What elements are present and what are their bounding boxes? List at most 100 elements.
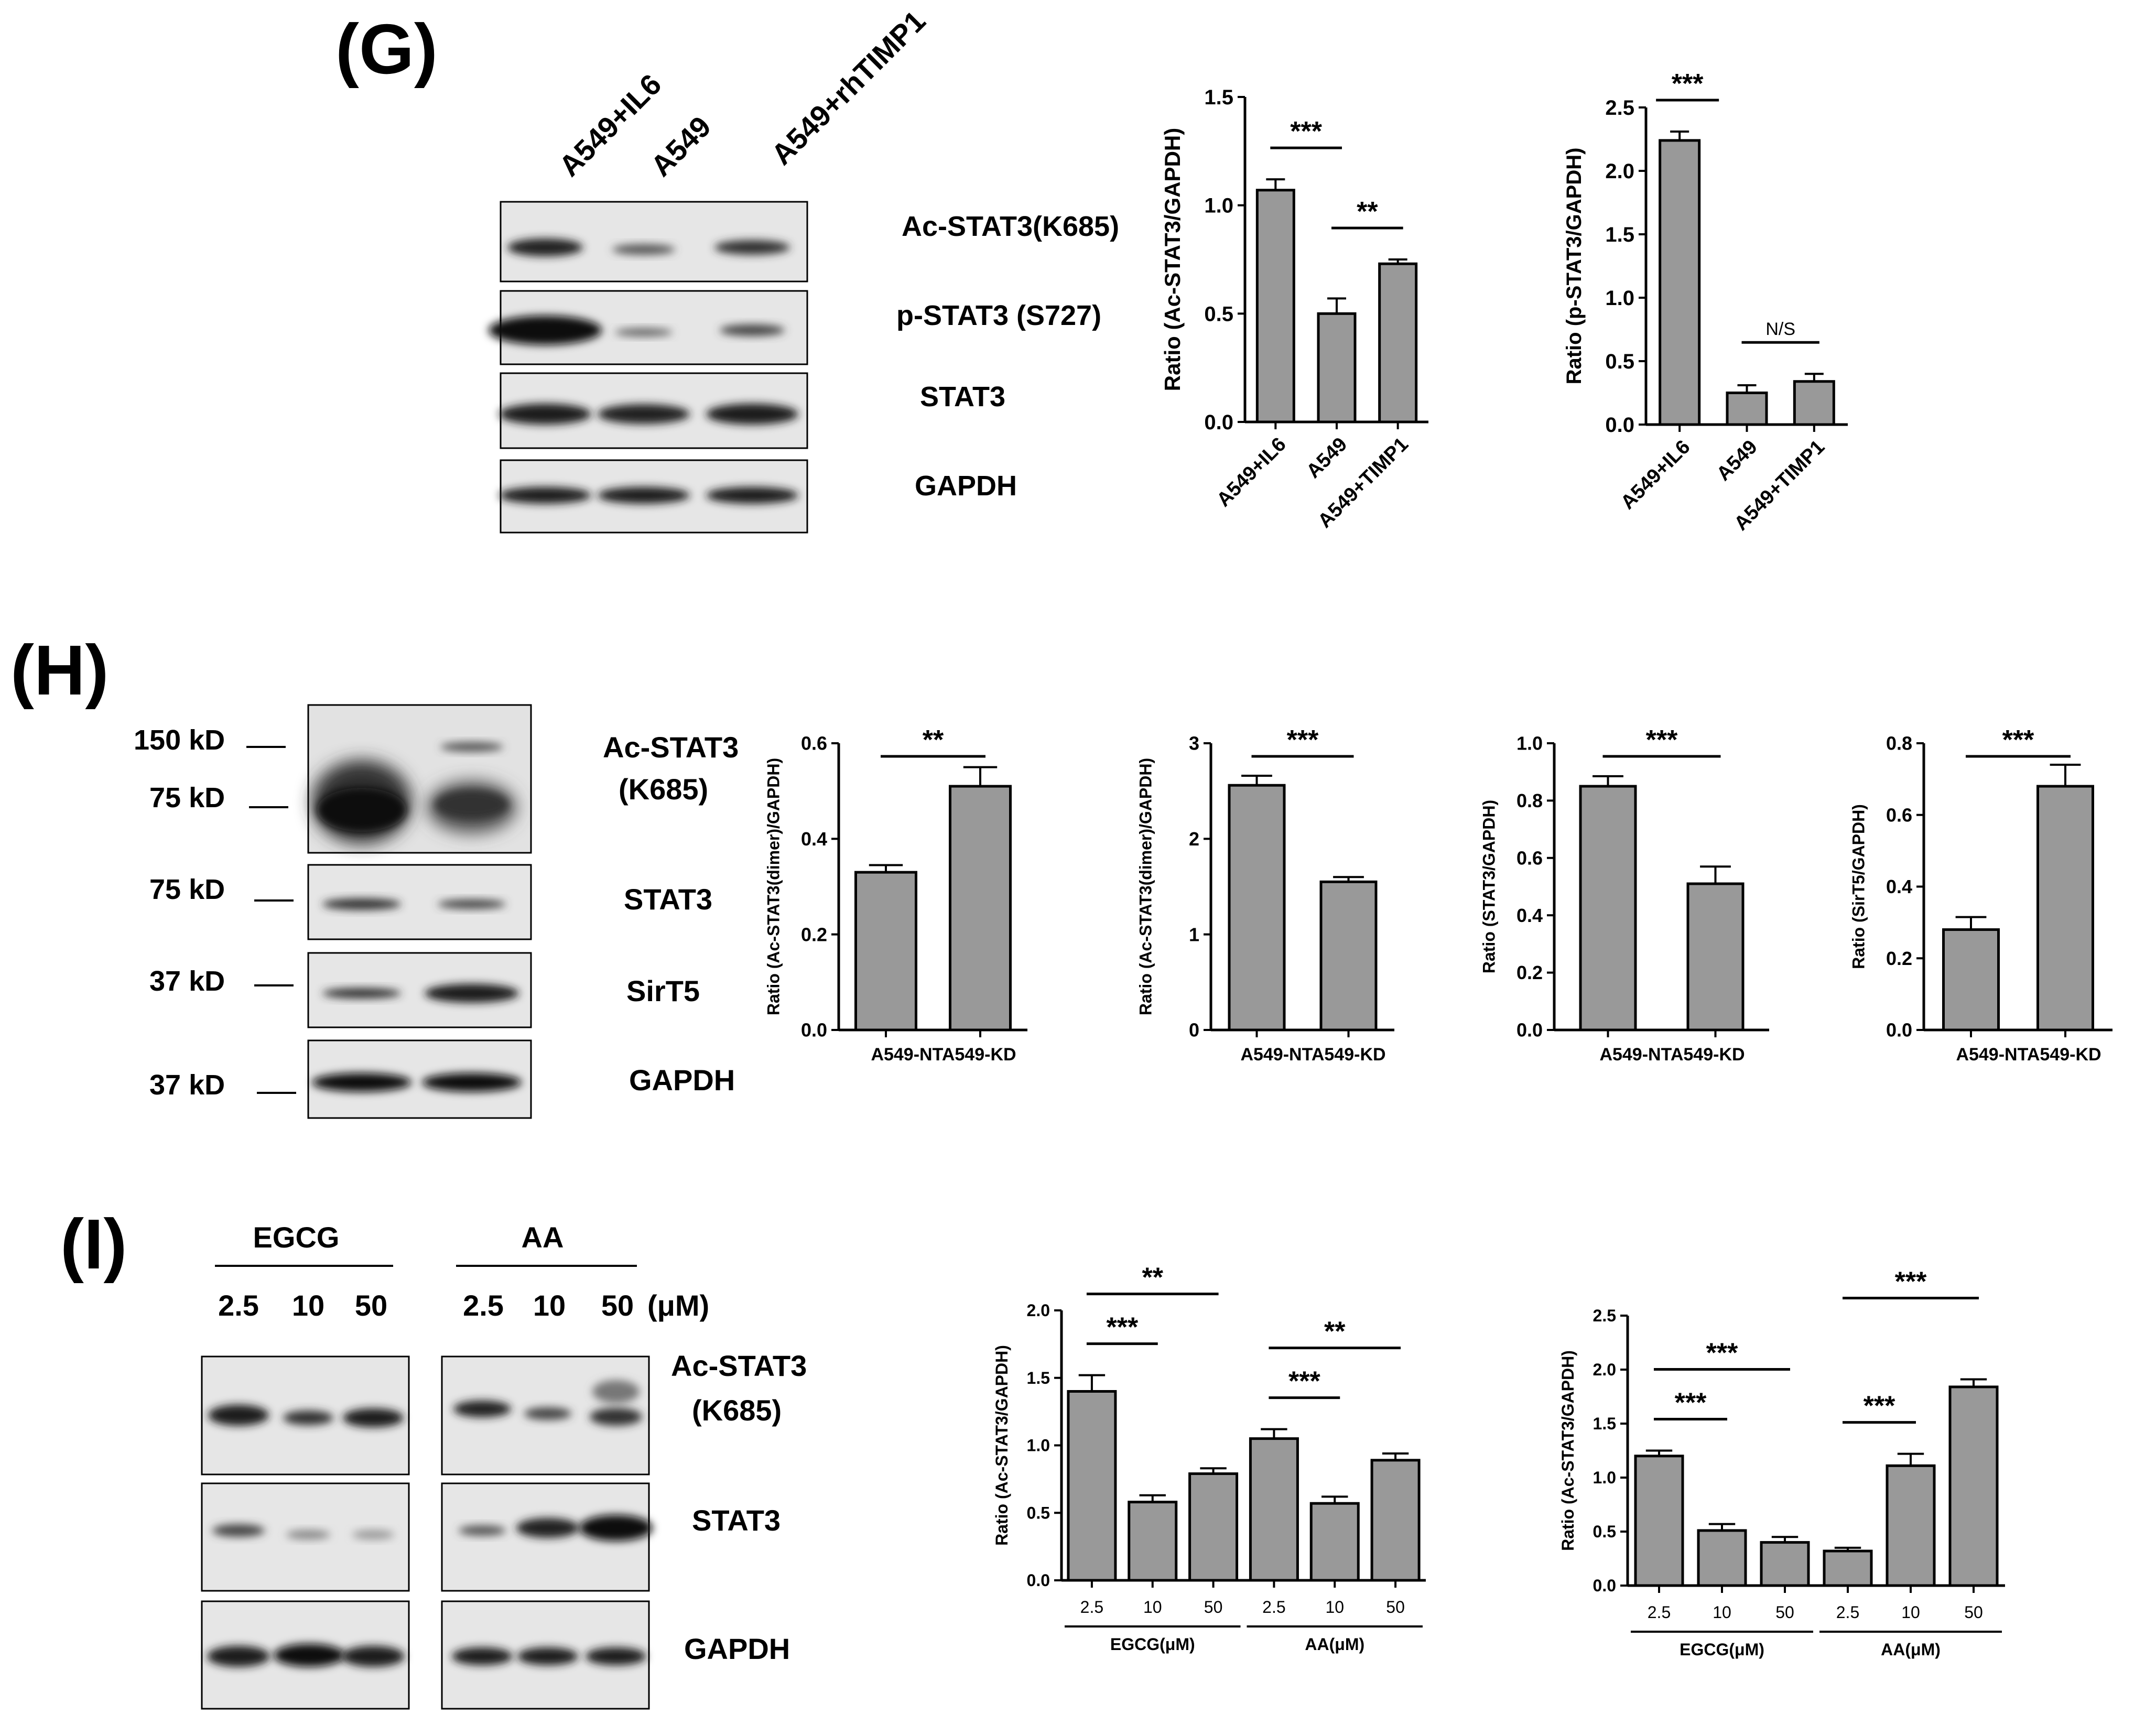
- blot-band: [612, 244, 675, 255]
- band-label: Ac-STAT3(K685): [902, 211, 1119, 242]
- y-tick-label: 2.0: [1605, 160, 1634, 183]
- bar: [1370, 1459, 1421, 1582]
- blot-band: [274, 1644, 345, 1667]
- y-tick-label: 0.4: [1516, 905, 1543, 926]
- marker-label: 75 kD: [149, 874, 225, 905]
- y-tick-label: 0.0: [1204, 411, 1233, 434]
- bar: [1886, 1464, 1936, 1587]
- bar-chart-h1: 0.0 0.2 0.4 0.6 Ratio (Ac-STAT3(dimer)/GAPDH…: [764, 725, 1027, 1065]
- y-tick-label: 0.5: [1593, 1522, 1616, 1541]
- bar: [1317, 312, 1357, 424]
- band-label: Ac-STAT3: [603, 731, 739, 764]
- x-tick-label: 2.5: [1648, 1603, 1671, 1622]
- dose-label: 2.5: [218, 1289, 259, 1322]
- blot-band: [312, 1073, 411, 1092]
- y-tick-label: 2.5: [1593, 1306, 1616, 1325]
- y-tick-label: 0.8: [1886, 733, 1912, 754]
- y-tick-label: 0.2: [1886, 948, 1912, 969]
- marker-label: 75 kD: [149, 782, 225, 813]
- y-tick-label: 0.0: [801, 1019, 827, 1041]
- bar-chart-h3: 0.0 0.2 0.4 0.6 0.8 1.0 Ratio (STAT3/GAPDH) A54…: [1479, 725, 1769, 1065]
- significance-label: ***: [1864, 1391, 1895, 1422]
- bar: [1697, 1529, 1747, 1587]
- blot-band: [459, 1525, 506, 1536]
- bar: [1760, 1541, 1810, 1587]
- significance-label: ***: [1646, 725, 1678, 755]
- dose-label: 10: [292, 1289, 324, 1322]
- y-tick-label: 0.8: [1516, 790, 1543, 811]
- significance-label: **: [1142, 1263, 1164, 1293]
- y-tick-label: 1.5: [1593, 1414, 1616, 1433]
- y-tick-label: 0.0: [1516, 1019, 1543, 1041]
- bar: [1634, 1455, 1684, 1587]
- bar-chart-i2: 0.0 0.5 1.0 1.5 2.0 2.5 Ratio (Ac-STAT3/GAPDH)…: [1558, 1267, 2005, 1659]
- x-tick-label: 50: [1204, 1598, 1223, 1616]
- x-tick-label: A549: [1713, 436, 1762, 485]
- x-tick-label: 50: [1775, 1603, 1794, 1622]
- y-tick-label: 0.0: [1605, 414, 1634, 437]
- y-tick-label: 2: [1189, 828, 1199, 850]
- blot-band: [212, 1524, 265, 1537]
- blot-band: [516, 1518, 579, 1538]
- y-tick-label: 0.5: [1027, 1503, 1050, 1522]
- band-label: p-STAT3 (S727): [896, 300, 1101, 331]
- panel-label-i: (I): [60, 1205, 127, 1284]
- dose-unit: (μM): [647, 1289, 709, 1322]
- blot-band: [317, 788, 406, 832]
- y-tick-label: 1.0: [1027, 1436, 1050, 1455]
- panel-label-h: (H): [10, 631, 109, 710]
- dose-label: 50: [355, 1289, 387, 1322]
- band-label: STAT3: [920, 381, 1005, 413]
- bar: [2036, 785, 2094, 1032]
- x-tick-label: A549-NTA549-KD: [1956, 1045, 2101, 1065]
- dose-label: 50: [601, 1289, 634, 1322]
- dose-label: 2.5: [463, 1289, 504, 1322]
- x-tick-label: 10: [1325, 1598, 1344, 1616]
- y-tick-label: 1.5: [1027, 1369, 1050, 1387]
- y-tick-label: 2.0: [1593, 1360, 1616, 1379]
- x-tick-label: A549+IL6: [1617, 436, 1694, 514]
- band-label: (K685): [619, 773, 708, 806]
- blot-band: [286, 1530, 330, 1539]
- bar: [1659, 139, 1701, 426]
- blot-band: [706, 404, 798, 425]
- y-tick-label: 1.0: [1516, 733, 1543, 754]
- y-axis-label: Ratio (Ac-STAT3(dimer)/GAPDH): [764, 758, 783, 1015]
- x-tick-label: A549: [1302, 433, 1351, 483]
- y-axis-label: Ratio (Ac-STAT3(dimer)/GAPDH): [1136, 758, 1155, 1015]
- x-tick-label: 50: [1386, 1598, 1405, 1616]
- significance-label: ***: [1288, 1366, 1320, 1397]
- y-axis-label: Ratio (STAT3/GAPDH): [1479, 800, 1498, 973]
- significance-label: N/S: [1765, 319, 1795, 339]
- blot-band: [352, 1530, 394, 1539]
- bar: [1319, 880, 1378, 1032]
- y-tick-label: 1.5: [1605, 223, 1634, 246]
- significance-label: ***: [1672, 69, 1704, 99]
- x-tick-label: 10: [1901, 1603, 1920, 1622]
- blot-band: [438, 899, 506, 909]
- band-label: (K685): [692, 1394, 782, 1427]
- x-tick-label: A549+IL6: [1212, 433, 1290, 511]
- lane-label: A549: [644, 110, 717, 182]
- blot-band: [507, 238, 583, 256]
- y-tick-label: 0.0: [1886, 1019, 1912, 1041]
- x-tick-label: 10: [1713, 1603, 1731, 1622]
- bar: [1579, 785, 1637, 1032]
- x-tick-label: A549-NTA549-KD: [871, 1045, 1016, 1065]
- x-tick-label: 2.5: [1080, 1598, 1103, 1616]
- y-tick-label: 1.0: [1593, 1468, 1616, 1487]
- blot-band: [499, 487, 591, 504]
- y-tick-label: 1.0: [1204, 194, 1233, 218]
- bar: [949, 785, 1012, 1032]
- y-tick-label: 2.5: [1605, 96, 1634, 120]
- x-tick-label: A549-NTA549-KD: [1240, 1045, 1385, 1065]
- blot-band: [435, 790, 508, 819]
- significance-label: ***: [1675, 1388, 1707, 1418]
- bar-chart-h4: 0.0 0.2 0.4 0.6 0.8 Ratio (SirT5/GAPDH) A549-N…: [1849, 725, 2112, 1065]
- blot-band: [517, 1647, 578, 1665]
- x-tick-label: 2.5: [1262, 1598, 1285, 1616]
- y-tick-label: 3: [1189, 733, 1199, 754]
- band-label: Ac-STAT3: [671, 1349, 807, 1382]
- y-tick-label: 0: [1189, 1019, 1199, 1041]
